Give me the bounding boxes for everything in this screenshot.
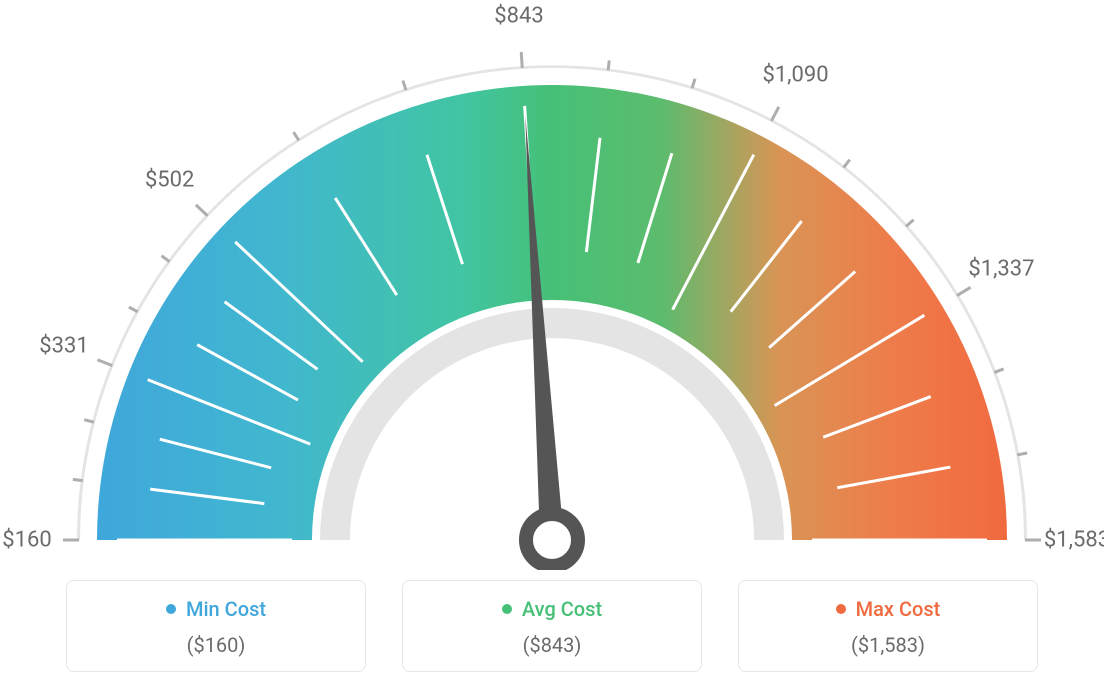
legend-title: Avg Cost [502,597,602,621]
legend-title: Min Cost [166,597,266,621]
gauge-tick-label: $1,090 [762,62,828,87]
gauge-tick-label: $1,337 [968,256,1034,281]
cost-gauge: $160 $331 $502 $843 $1,090 $1,337 $1,583 [0,0,1104,570]
legend-row: Min Cost ($160) Avg Cost ($843) Max Cost ($1,… [0,580,1104,672]
gauge-tick-label: $331 [39,334,88,359]
legend-card-avg: Avg Cost ($843) [402,580,702,672]
legend-card-min: Min Cost ($160) [66,580,366,672]
gauge-svg [0,0,1104,570]
legend-dot-icon [166,604,176,614]
legend-card-max: Max Cost ($1,583) [738,580,1038,672]
legend-title-text: Min Cost [186,597,266,621]
legend-title: Max Cost [836,597,941,621]
legend-title-text: Avg Cost [522,597,602,621]
gauge-tick-label: $502 [145,168,194,193]
legend-dot-icon [502,604,512,614]
legend-value: ($160) [77,633,355,657]
legend-dot-icon [836,604,846,614]
legend-title-text: Max Cost [856,597,941,621]
gauge-tick-label: $1,583 [1044,528,1104,553]
gauge-tick-label: $843 [494,4,543,29]
gauge-tick-label: $160 [2,528,51,553]
legend-value: ($1,583) [749,633,1027,657]
legend-value: ($843) [413,633,691,657]
